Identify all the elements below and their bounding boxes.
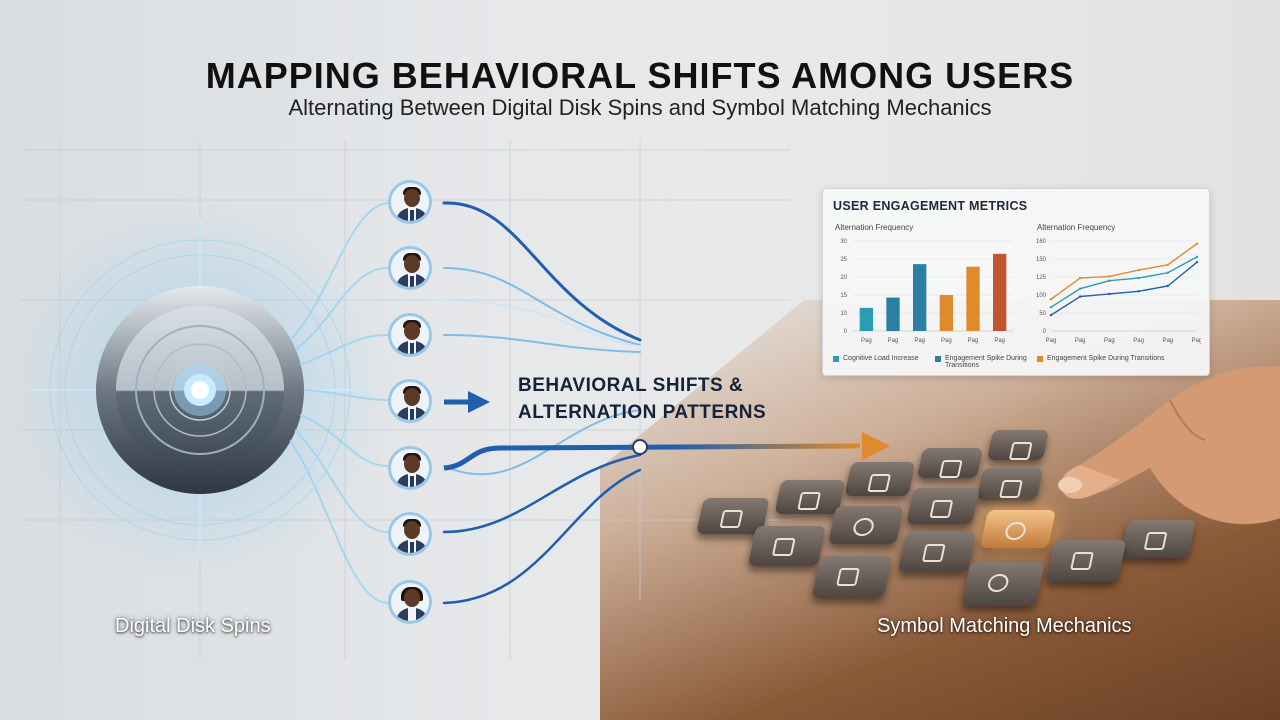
y-tick-label: 25 [840,257,847,263]
symbol-key [774,480,846,514]
data-point [1166,263,1169,267]
data-point [1195,242,1199,245]
data-point [1108,279,1111,282]
y-tick-label: 125 [1036,275,1047,281]
user-avatar [388,512,432,556]
user-avatar [388,446,432,490]
data-point [1049,298,1053,301]
arrow-right-icon [468,391,490,413]
y-tick-label: 30 [840,239,847,245]
series-line [1050,261,1198,316]
x-tick-label: Pag [1104,338,1115,344]
data-point [1079,276,1082,280]
bar [939,295,953,331]
data-point [1166,271,1169,274]
page-title: MAPPING BEHAVIORAL SHIFTS AMONG USERS [205,55,1075,96]
y-tick-label: 0 [1043,329,1047,335]
symbol-key [747,526,827,566]
line-chart-title: Alternation Frequency [1037,223,1116,232]
series-line [1050,243,1198,300]
symbol-key [1045,540,1127,582]
data-point [1079,287,1082,290]
data-point [1137,276,1140,280]
bar [966,266,980,331]
user-avatar [388,379,432,423]
legend-item: Engagement Spike During Transitions [935,355,1027,369]
data-point [1108,292,1111,296]
data-point [1137,268,1140,272]
x-tick-label: Pag [1192,338,1201,344]
x-tick-label: Pag [941,338,952,344]
y-tick-label: 20 [840,275,847,281]
user-avatar [388,313,432,357]
bar [913,264,927,331]
symbol-key [827,506,905,544]
x-tick-label: Pag [1075,338,1086,344]
symbol-key [961,562,1045,606]
x-tick-label: Pag [994,338,1005,344]
bar [859,307,873,331]
data-point [1049,305,1053,309]
legend-swatch [935,356,941,362]
data-point [1049,313,1053,317]
data-point [1108,275,1111,278]
hand-image [1058,366,1280,525]
center-label-line2: ALTERNATION PATTERNS [518,402,767,423]
y-tick-label: 15 [840,293,847,299]
x-tick-label: Pag [914,338,925,344]
user-avatar [388,246,432,290]
long-arrow-icon [862,432,890,460]
legend-label: Engagement Spike During Transitions [945,355,1027,369]
y-tick-label: 160 [1036,239,1047,245]
legend-label: Engagement Spike During Transitions [1047,355,1165,362]
legend-swatch [1037,356,1043,362]
series-line [1050,256,1198,308]
digital-disk-spins-label: Digital Disk Spins [115,615,271,637]
y-tick-label: 50 [1039,311,1046,317]
y-tick-label: 150 [1036,257,1047,263]
y-tick-label: 100 [1036,293,1047,299]
user-avatar [388,580,432,624]
x-tick-label: Pag [861,338,872,344]
x-tick-label: Pag [1046,338,1057,344]
legend-label: Cognitive Load Increase [843,355,919,362]
data-point [1166,284,1169,288]
symbol-key [897,532,977,572]
legend-item: Engagement Spike During Transitions [1037,355,1165,362]
bar [886,297,900,331]
x-tick-label: Pag [968,338,979,344]
symbol-key [976,468,1044,500]
bar [993,253,1007,331]
symbol-matching-label: Symbol Matching Mechanics [877,615,1132,637]
symbol-key [906,488,980,524]
behavioral-shifts-label: BEHAVIORAL SHIFTS & ALTERNATION PATTERNS [518,372,798,426]
data-point [1195,255,1199,259]
legend-item: Cognitive Load Increase [833,355,919,362]
symbol-key [916,448,984,478]
bar-chart: 0 10 15 20 25 30 Pag Pag Pag Pag Pag Pag [840,239,1013,344]
y-tick-label: 10 [840,311,847,317]
line-chart: 0 50 100 125 150 160 Pag Pag Pag Pag Pag Pag [1036,239,1201,344]
engagement-metrics-panel: USER ENGAGEMENT METRICS Alternation Freq… [822,188,1210,376]
center-label-line1: BEHAVIORAL SHIFTS & [518,375,744,396]
symbol-key [844,462,916,496]
user-avatar [388,180,432,224]
y-tick-label: 0 [844,329,848,335]
page-subtitle: Alternating Between Digital Disk Spins a… [288,95,992,120]
x-tick-label: Pag [888,338,899,344]
data-point [1079,295,1082,298]
data-point [1137,290,1140,293]
legend-swatch [833,356,839,362]
panel-title: USER ENGAGEMENT METRICS [833,199,1028,213]
x-tick-label: Pag [1162,338,1173,344]
data-point [1195,260,1199,264]
x-tick-label: Pag [1133,338,1144,344]
bar-chart-title: Alternation Frequency [835,223,914,232]
symbol-key [811,556,893,598]
